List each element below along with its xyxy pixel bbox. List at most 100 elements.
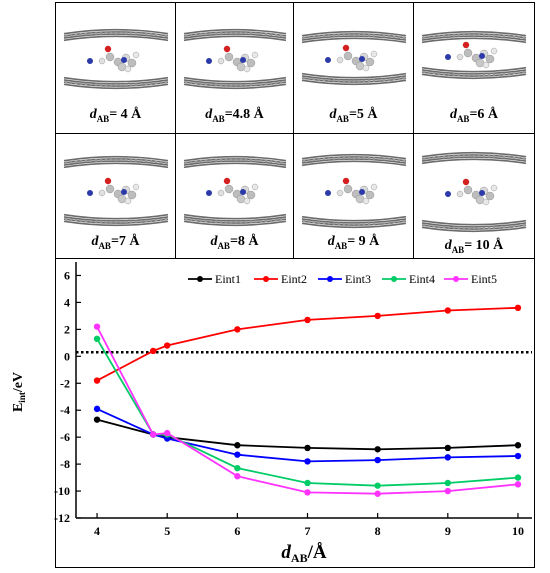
data-point-Eint3 [514,452,522,460]
oxygen-atom [462,41,470,49]
panel-label: dAB=5 Å [329,107,378,124]
molecule-snapshot-image [183,155,287,227]
snapshot-grid: dAB= 4 Å dAB=4.8 Å dAB=5 Å dAB=6 Å dAB=7… [56,3,534,259]
nitrile-nitrogen-atom [206,58,212,64]
panel-label: dAB=8 Å [210,234,259,251]
y-tick-label: 0 [64,349,70,363]
data-point-Eint4 [514,474,522,481]
data-point-Eint3 [444,454,452,461]
data-point-Eint3 [374,456,381,464]
graphene-sheet [63,213,169,227]
graphene-sheet [63,155,169,169]
molecule [87,45,140,73]
legend-label: Eint4 [409,272,435,286]
atom [217,57,225,65]
data-point-Eint5 [234,473,241,480]
x-tick-label: 6 [234,524,240,538]
data-point-Eint4 [234,464,241,472]
atom [132,51,140,59]
atom [485,54,495,64]
atom [343,51,353,61]
y-tick-label: -10 [54,484,70,498]
data-point-Eint4 [374,482,381,489]
atom [224,52,234,62]
data-point-Eint3 [304,458,311,465]
data-point-Eint5 [149,431,157,438]
graphene-sheet [301,153,407,167]
graphene-sheet [183,76,287,90]
y-tick-label: -8 [60,457,70,471]
legend-marker [327,276,333,282]
x-tick-label: 4 [94,524,100,538]
data-point-Eint3 [93,405,101,413]
graphene-sheet [183,28,287,42]
atom [98,57,106,65]
data-point-Eint1 [514,442,522,449]
atom [251,51,259,59]
nitrogen-atom [240,57,246,63]
molecule [445,178,498,206]
data-point-Eint1 [374,446,381,453]
nitrile-nitrogen-atom [445,54,451,60]
data-point-Eint3 [234,451,241,458]
atom [132,183,140,191]
atom [482,198,490,206]
atom [365,57,375,67]
molecule [87,177,140,205]
data-point-Eint1 [234,442,241,449]
atom [105,52,115,62]
data-point-Eint1 [304,444,311,452]
x-tick-label: 7 [305,524,311,538]
graphene-sheet [63,76,169,90]
atom [224,184,234,194]
legend-label: Eint1 [215,272,241,286]
oxygen-atom [223,177,231,185]
snapshot-panel: dAB= 9 Å [294,134,414,259]
molecule-snapshot-image [301,153,407,229]
graphene-sheet [183,213,287,227]
atom [105,184,115,194]
atom [98,189,106,197]
molecule [206,45,259,73]
graphene-sheet [183,155,287,169]
data-point-Eint2 [164,342,171,349]
x-tick-label: 5 [164,524,170,538]
nitrogen-atom [359,56,365,62]
atom [251,183,259,191]
atom [127,190,137,200]
data-point-Eint4 [444,479,452,487]
atom [127,58,137,68]
atom [456,190,464,198]
data-point-Eint2 [93,377,101,384]
data-point-Eint4 [93,335,101,342]
y-tick-label: 6 [64,268,70,282]
graphene-sheet [421,151,527,165]
oxygen-atom [223,45,231,53]
panel-label: dAB= 10 Å [444,238,504,255]
atom [490,47,498,55]
atom [490,184,498,192]
legend-marker [391,276,397,282]
panel-label: dAB= 4 Å [89,107,142,124]
data-point-Eint5 [514,481,522,488]
legend-marker [197,276,203,282]
legend-label: Eint5 [471,272,497,286]
atom [343,184,353,194]
atom [362,197,370,205]
graphene-sheet [301,215,407,229]
y-axis-title: Eint/eV [11,372,27,412]
atom [463,185,473,195]
atom [124,65,132,73]
x-tick-label: 8 [375,524,381,538]
snapshot-panel: dAB=6 Å [414,3,534,134]
y-tick-label: -12 [54,511,70,525]
oxygen-atom [342,177,350,185]
y-tick-label: -4 [60,403,70,417]
atom [336,56,344,64]
atom [243,197,251,205]
graphene-sheet [301,30,407,44]
nitrile-nitrogen-atom [445,191,451,197]
nitrile-nitrogen-atom [87,190,93,196]
molecule-snapshot-image [421,151,527,233]
